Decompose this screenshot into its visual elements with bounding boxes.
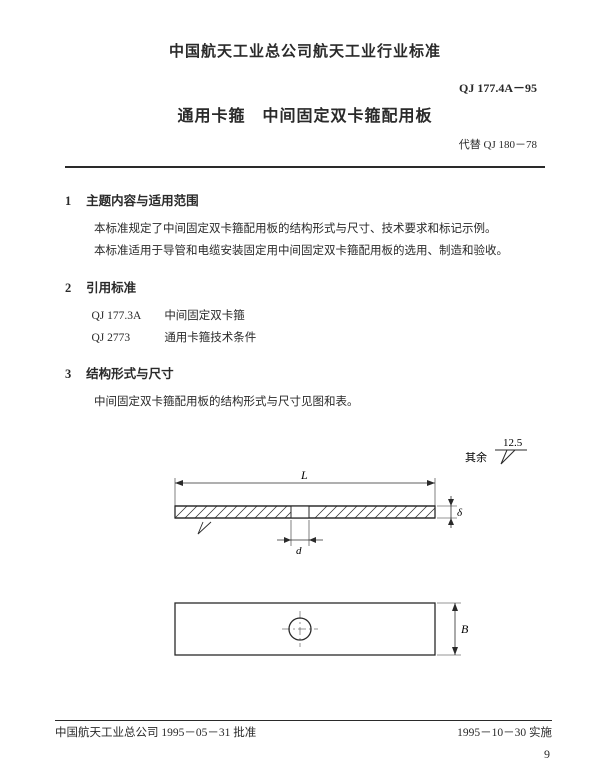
footer-divider	[55, 720, 552, 721]
section-2: 2 引用标准 QJ 177.3A 中间固定双卡箍 QJ 2773 通用卡箍技术条…	[65, 277, 545, 350]
dim-B: B	[461, 622, 469, 636]
section-1: 1 主题内容与适用范围 本标准规定了中间固定双卡箍配用板的结构形式与尺寸、技术要…	[65, 190, 545, 263]
effective-note: 1995－10－30 实施	[457, 724, 552, 740]
paragraph: 中间固定双卡箍配用板的结构形式与尺寸见图和表。	[71, 392, 545, 414]
reference-code: QJ 2773	[91, 328, 161, 350]
reference-name: 中间固定双卡箍	[164, 310, 245, 322]
reference-item: QJ 177.3A 中间固定双卡箍	[91, 306, 545, 328]
section-title: 主题内容与适用范围	[86, 194, 199, 208]
reference-code: QJ 177.3A	[91, 306, 161, 328]
roughness-symbol: 12.5 其余	[465, 437, 527, 464]
roughness-label: 其余	[465, 450, 487, 464]
section-number: 3	[65, 367, 83, 382]
section-title: 结构形式与尺寸	[86, 367, 174, 381]
section-3: 3 结构形式与尺寸 中间固定双卡箍配用板的结构形式与尺寸见图和表。	[65, 363, 545, 414]
dim-d: d	[296, 545, 302, 557]
dim-delta: δ	[457, 507, 463, 519]
paragraph: 本标准规定了中间固定双卡箍配用板的结构形式与尺寸、技术要求和标记示例。	[71, 219, 545, 241]
dim-L: L	[300, 468, 308, 482]
reference-name: 通用卡箍技术条件	[164, 332, 256, 344]
section-number: 2	[65, 281, 83, 296]
section-title: 引用标准	[86, 281, 136, 295]
roughness-value: 12.5	[503, 437, 523, 449]
standard-code: QJ 177.4A－95	[65, 79, 545, 96]
header-divider	[65, 166, 545, 168]
page-number: 9	[544, 747, 550, 762]
technical-drawing: 12.5 其余 L	[65, 428, 545, 688]
bottom-view: B	[175, 603, 469, 655]
section-number: 1	[65, 194, 83, 209]
paragraph: 本标准适用于导管和电缆安装固定用中间固定双卡箍配用板的选用、制造和验收。	[71, 241, 545, 263]
document-title: 通用卡箍 中间固定双卡箍配用板	[65, 102, 545, 126]
org-title: 中国航天工业总公司航天工业行业标准	[65, 40, 545, 61]
replaces-note: 代替 QJ 180－78	[65, 136, 545, 152]
approval-note: 中国航天工业总公司 1995－05－31 批准	[55, 724, 256, 740]
top-view: L	[170, 468, 463, 557]
reference-item: QJ 2773 通用卡箍技术条件	[91, 328, 545, 350]
